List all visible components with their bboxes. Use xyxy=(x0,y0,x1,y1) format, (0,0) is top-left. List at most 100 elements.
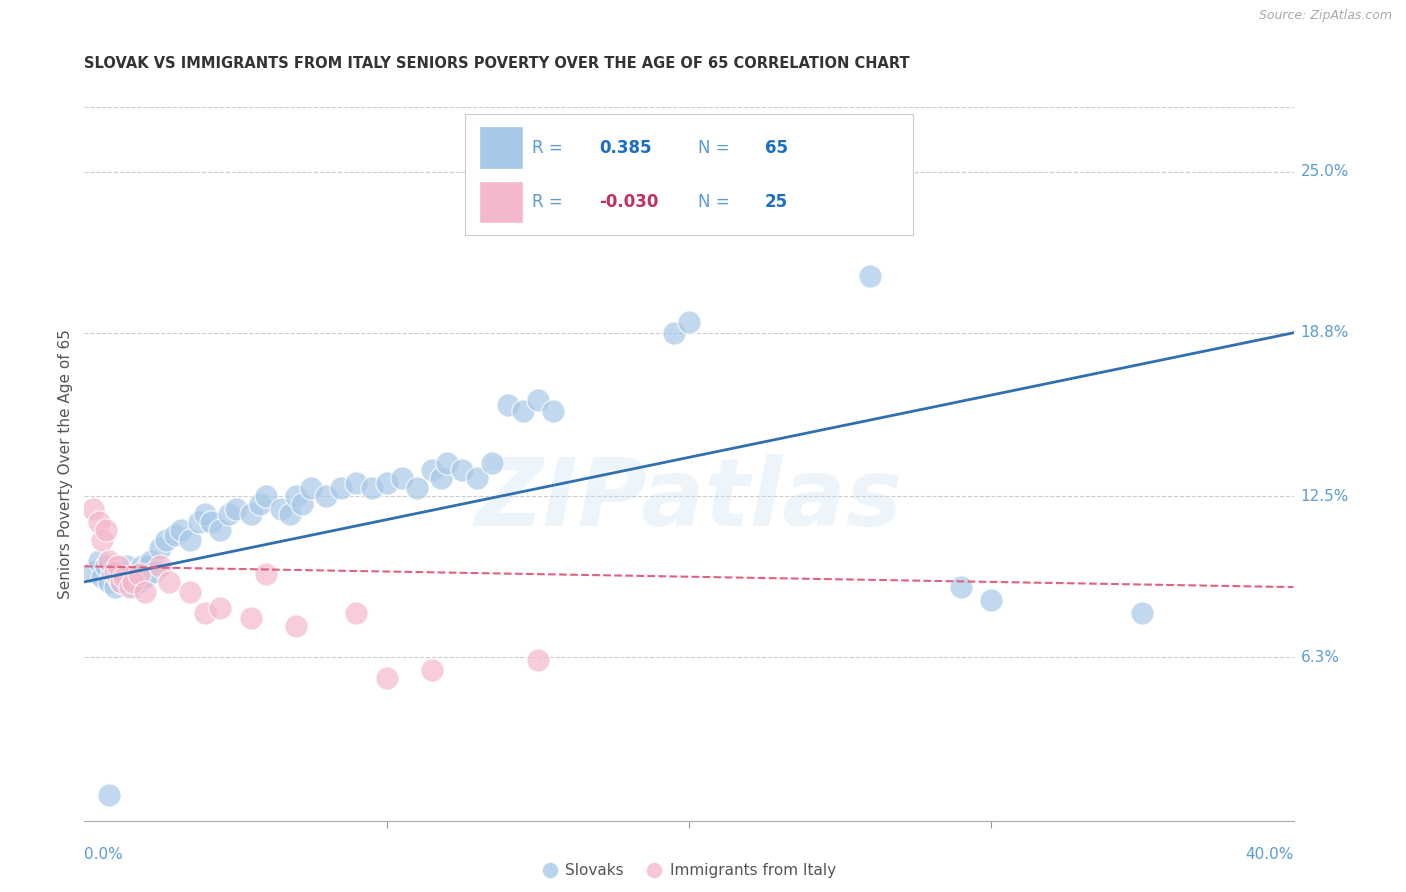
Point xyxy=(239,508,262,522)
Point xyxy=(315,489,337,503)
Point xyxy=(209,523,232,537)
Point xyxy=(291,497,314,511)
Point xyxy=(125,565,148,579)
Point xyxy=(104,565,127,579)
Point xyxy=(155,533,177,548)
Point xyxy=(131,559,153,574)
Point xyxy=(254,489,277,503)
Point xyxy=(481,456,503,470)
Y-axis label: Seniors Poverty Over the Age of 65: Seniors Poverty Over the Age of 65 xyxy=(58,329,73,599)
Point xyxy=(526,653,548,667)
Point xyxy=(950,580,973,594)
Text: 18.8%: 18.8% xyxy=(1301,326,1348,340)
Point xyxy=(128,567,150,582)
Text: ZIPatlas: ZIPatlas xyxy=(475,453,903,546)
Point xyxy=(200,515,222,529)
Point xyxy=(118,570,141,584)
Point xyxy=(875,191,897,205)
Point xyxy=(136,559,159,574)
Text: 12.5%: 12.5% xyxy=(1301,489,1348,504)
Point xyxy=(375,476,398,491)
Point xyxy=(121,574,143,589)
Point xyxy=(104,580,127,594)
Point xyxy=(239,611,262,625)
Point xyxy=(94,523,117,537)
Point xyxy=(82,502,104,516)
Point xyxy=(799,217,821,231)
Point xyxy=(170,523,193,537)
Point xyxy=(115,559,138,574)
Point xyxy=(110,574,132,589)
Point xyxy=(254,567,277,582)
Point xyxy=(179,533,201,548)
Point xyxy=(209,600,232,615)
Point xyxy=(391,471,413,485)
Point xyxy=(91,570,114,584)
Point xyxy=(100,565,122,579)
Point xyxy=(194,606,217,620)
Point xyxy=(662,326,685,340)
Point xyxy=(118,580,141,594)
Point xyxy=(134,570,156,584)
Point xyxy=(360,482,382,496)
Point xyxy=(157,574,180,589)
Point xyxy=(270,502,292,516)
Point xyxy=(89,515,111,529)
Point xyxy=(128,574,150,589)
Legend: Slovaks, Immigrants from Italy: Slovaks, Immigrants from Italy xyxy=(536,857,842,884)
Point xyxy=(406,482,429,496)
Text: 0.0%: 0.0% xyxy=(84,847,124,863)
Point xyxy=(194,508,217,522)
Point xyxy=(112,570,135,584)
Point xyxy=(346,606,368,620)
Point xyxy=(179,585,201,599)
Point xyxy=(94,559,117,574)
Point xyxy=(420,463,443,477)
Text: 25.0%: 25.0% xyxy=(1301,164,1348,179)
Point xyxy=(346,476,368,491)
Point xyxy=(980,593,1002,607)
Point xyxy=(163,528,186,542)
Point xyxy=(467,471,489,485)
Point xyxy=(430,471,453,485)
Text: 40.0%: 40.0% xyxy=(1246,847,1294,863)
Point xyxy=(134,585,156,599)
Point xyxy=(512,403,534,417)
Point xyxy=(1130,606,1153,620)
Point xyxy=(121,580,143,594)
Point xyxy=(496,399,519,413)
Point xyxy=(91,533,114,548)
Point xyxy=(97,574,120,589)
Point xyxy=(142,565,165,579)
Point xyxy=(678,315,700,329)
Point xyxy=(541,403,564,417)
Point xyxy=(188,515,211,529)
Text: 6.3%: 6.3% xyxy=(1301,649,1340,665)
Point xyxy=(139,554,162,568)
Point xyxy=(149,541,172,556)
Point xyxy=(97,554,120,568)
Point xyxy=(284,619,308,633)
Point xyxy=(284,489,308,503)
Point xyxy=(89,554,111,568)
Point xyxy=(451,463,474,477)
Point xyxy=(375,671,398,685)
Text: SLOVAK VS IMMIGRANTS FROM ITALY SENIORS POVERTY OVER THE AGE OF 65 CORRELATION C: SLOVAK VS IMMIGRANTS FROM ITALY SENIORS … xyxy=(84,56,910,71)
Point xyxy=(436,456,458,470)
Point xyxy=(278,508,301,522)
Point xyxy=(420,663,443,677)
Point xyxy=(97,788,120,802)
Point xyxy=(149,559,172,574)
Point xyxy=(82,565,104,579)
Point xyxy=(249,497,271,511)
Point xyxy=(526,393,548,408)
Point xyxy=(107,559,129,574)
Text: Source: ZipAtlas.com: Source: ZipAtlas.com xyxy=(1258,9,1392,22)
Point xyxy=(218,508,240,522)
Point xyxy=(107,570,129,584)
Point xyxy=(225,502,247,516)
Point xyxy=(330,482,353,496)
Point xyxy=(110,574,132,589)
Point xyxy=(299,482,322,496)
Point xyxy=(859,268,882,283)
